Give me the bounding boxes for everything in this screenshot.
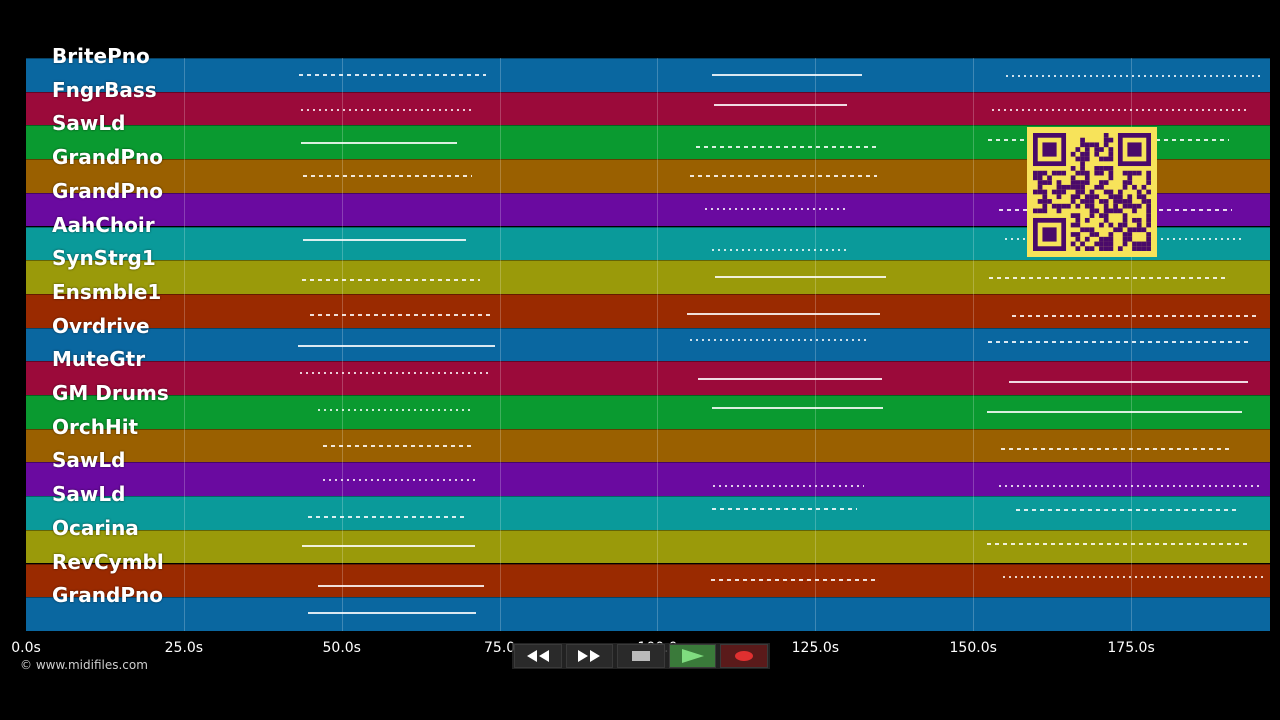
- note-stroke: [1003, 576, 1263, 579]
- track-lane[interactable]: [26, 293, 1270, 328]
- track-label: OrchHit: [52, 414, 139, 439]
- track-label: Ovrdrive: [52, 313, 150, 338]
- track-lane[interactable]: [26, 395, 1270, 429]
- note-stroke: [322, 479, 480, 482]
- time-tick-label: 125.0s: [791, 640, 840, 656]
- track-lane[interactable]: [26, 327, 1270, 362]
- note-stroke: [690, 339, 867, 342]
- play-button[interactable]: [668, 644, 717, 668]
- time-gridline: [1131, 58, 1133, 631]
- time-tick-label: 0.0s: [11, 640, 41, 656]
- track-label: SawLd: [52, 111, 126, 136]
- track-lane[interactable]: [26, 496, 1270, 530]
- note-stroke: [988, 276, 1227, 279]
- note-stroke: [710, 578, 879, 581]
- time-gridline: [183, 58, 185, 631]
- track-lane[interactable]: [26, 462, 1270, 497]
- note-stroke: [300, 372, 490, 375]
- track-lane[interactable]: [26, 529, 1270, 564]
- track-label: GrandPno: [52, 583, 163, 608]
- track-label: RevCymbl: [52, 549, 164, 574]
- rewind-icon: [526, 650, 549, 662]
- note-stroke: [323, 444, 475, 447]
- note-stroke: [686, 313, 880, 316]
- record-button[interactable]: [720, 644, 768, 668]
- track-lane[interactable]: [26, 361, 1270, 395]
- note-stroke: [690, 175, 878, 178]
- track-lane[interactable]: [26, 91, 1270, 126]
- rewind-button[interactable]: [514, 644, 562, 668]
- transport-controls: [512, 643, 770, 669]
- track-label: BritePno: [52, 44, 150, 68]
- track-label: Ensmble1: [52, 279, 162, 304]
- track-label: GrandPno: [52, 178, 163, 203]
- note-stroke: [705, 207, 848, 210]
- note-stroke: [714, 275, 886, 278]
- note-stroke: [307, 516, 466, 519]
- track-label: Ocarina: [52, 515, 139, 540]
- note-stroke: [986, 411, 1242, 414]
- credit-text: © www.midifiles.com: [20, 658, 148, 672]
- record-icon: [735, 651, 754, 661]
- note-stroke: [1008, 381, 1248, 384]
- time-tick-label: 175.0s: [1107, 640, 1155, 656]
- note-stroke: [1000, 447, 1230, 450]
- time-gridline: [973, 58, 975, 631]
- time-gridline: [499, 58, 501, 631]
- track-label: GM Drums: [52, 381, 169, 405]
- note-stroke: [711, 248, 848, 251]
- time-tick-label: 50.0s: [322, 640, 361, 656]
- note-stroke: [303, 239, 467, 242]
- track-lane[interactable]: [26, 428, 1270, 463]
- note-stroke: [987, 341, 1252, 344]
- note-stroke: [987, 543, 1251, 545]
- stop-button[interactable]: [617, 644, 665, 668]
- note-stroke: [317, 409, 471, 412]
- time-gridline: [341, 58, 343, 631]
- note-stroke: [695, 145, 880, 148]
- note-stroke: [713, 485, 865, 488]
- note-stroke: [999, 485, 1263, 488]
- time-tick-label: 75.0: [484, 640, 516, 656]
- note-stroke: [712, 73, 863, 76]
- note-stroke: [1012, 314, 1257, 317]
- note-stroke: [698, 378, 882, 381]
- note-stroke: [1005, 74, 1263, 77]
- note-stroke: [300, 108, 474, 111]
- note-stroke: [302, 279, 481, 282]
- note-stroke: [308, 612, 476, 615]
- fast-forward-icon: [578, 650, 601, 662]
- note-stroke: [318, 585, 484, 588]
- track-label: SawLd: [52, 482, 126, 507]
- note-stroke: [303, 174, 472, 177]
- note-stroke: [712, 406, 883, 409]
- note-stroke: [712, 507, 858, 510]
- note-stroke: [1015, 508, 1240, 511]
- track-lane[interactable]: [26, 597, 1270, 631]
- track-label: MuteGtr: [52, 347, 146, 372]
- note-stroke: [991, 109, 1250, 112]
- note-stroke: [310, 314, 491, 317]
- note-stroke: [302, 544, 475, 547]
- track-label: FngrBass: [52, 77, 157, 102]
- track-lane[interactable]: [26, 260, 1270, 294]
- note-stroke: [298, 345, 496, 348]
- time-gridline: [657, 58, 659, 631]
- note-stroke: [714, 104, 848, 107]
- track-label: GrandPno: [52, 145, 163, 170]
- track-label: SawLd: [52, 448, 126, 473]
- note-stroke: [301, 141, 457, 144]
- track-label: AahChoir: [52, 212, 155, 237]
- play-icon: [681, 649, 704, 663]
- track-lane[interactable]: [26, 58, 1270, 92]
- note-stroke: [299, 74, 487, 77]
- fast-forward-button[interactable]: [565, 644, 614, 668]
- time-tick-label: 25.0s: [164, 640, 204, 656]
- qr-code-icon: [1027, 127, 1157, 257]
- stop-icon: [631, 651, 650, 661]
- track-lane[interactable]: [26, 563, 1270, 598]
- time-tick-label: 150.0s: [949, 640, 997, 656]
- track-label: SynStrg1: [52, 246, 156, 271]
- time-gridline: [815, 58, 817, 631]
